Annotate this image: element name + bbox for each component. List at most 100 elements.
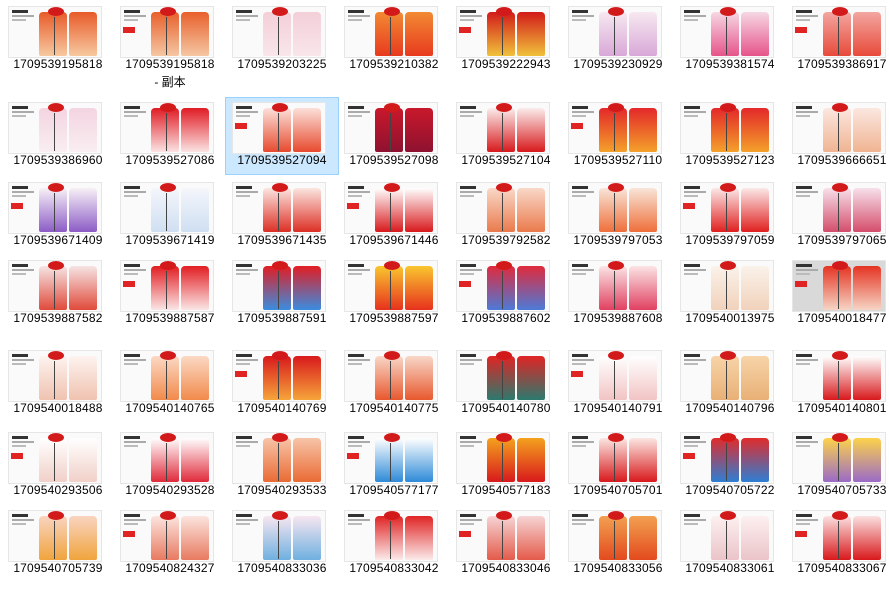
- file-name: 1709539671435: [237, 233, 327, 247]
- file-item[interactable]: 1709540577177: [338, 428, 450, 504]
- file-item[interactable]: 1709540013975: [674, 256, 786, 332]
- spec-label-mark: [572, 106, 588, 109]
- vest-panel-right: [181, 188, 209, 232]
- file-item[interactable]: 1709540140791: [562, 346, 674, 422]
- spec-label-mark: [124, 363, 138, 365]
- file-item[interactable]: 1709540705701: [562, 428, 674, 504]
- file-thumbnail: [232, 182, 326, 234]
- color-swatch: [123, 281, 135, 287]
- vest-panel-right: [405, 12, 433, 56]
- spec-label-mark: [572, 19, 586, 21]
- file-item[interactable]: 1709540833046: [450, 506, 562, 582]
- vest-panel-right: [293, 438, 321, 482]
- spec-label-mark: [12, 269, 34, 271]
- spec-label-mark: [572, 445, 586, 447]
- spec-label-mark: [12, 195, 26, 197]
- file-item[interactable]: 1709539527123: [674, 98, 786, 174]
- file-item[interactable]: 1709540140780: [450, 346, 562, 422]
- file-item[interactable]: 1709539887608: [562, 256, 674, 332]
- file-thumbnail: [344, 260, 438, 312]
- vest-collar: [608, 351, 624, 360]
- vest-panel-right: [741, 356, 769, 400]
- file-item[interactable]: 1709539792582: [450, 178, 562, 254]
- spec-label-mark: [12, 186, 28, 189]
- vest-collar: [608, 183, 624, 192]
- file-item[interactable]: 1709539671419: [114, 178, 226, 254]
- spec-label-mark: [124, 519, 146, 521]
- file-item[interactable]: 1709539887591: [226, 256, 338, 332]
- file-item[interactable]: 1709539203225: [226, 2, 338, 78]
- file-item[interactable]: 1709539797065: [786, 178, 889, 254]
- spec-label-mark: [796, 106, 812, 109]
- file-item[interactable]: 1709540293506: [2, 428, 114, 504]
- file-item[interactable]: 1709540140801: [786, 346, 889, 422]
- file-item[interactable]: 1709540140765: [114, 346, 226, 422]
- vest-panel-right: [293, 516, 321, 560]
- file-item[interactable]: 1709540833067: [786, 506, 889, 582]
- vest-collar: [832, 183, 848, 192]
- file-thumbnail: [232, 432, 326, 484]
- file-item[interactable]: 1709539671435: [226, 178, 338, 254]
- file-item[interactable]: 1709540705733: [786, 428, 889, 504]
- file-item[interactable]: 1709540140796: [674, 346, 786, 422]
- file-thumbnail: [792, 182, 886, 234]
- vest-panel-right: [293, 356, 321, 400]
- file-thumbnail: [456, 510, 550, 562]
- file-item[interactable]: 1709540018488: [2, 346, 114, 422]
- file-item[interactable]: 1709539527086: [114, 98, 226, 174]
- vest-collar: [160, 351, 176, 360]
- file-item[interactable]: 1709539386960: [2, 98, 114, 174]
- file-item[interactable]: 1709540833036: [226, 506, 338, 582]
- file-item[interactable]: 1709539671409: [2, 178, 114, 254]
- file-item[interactable]: 1709539195818 - 副本: [114, 2, 226, 92]
- file-item[interactable]: 1709539666651: [786, 98, 889, 174]
- spec-label-mark: [684, 436, 700, 439]
- spec-label-mark: [348, 445, 362, 447]
- file-item[interactable]: 1709540833061: [674, 506, 786, 582]
- file-item[interactable]: 1709539386917: [786, 2, 889, 78]
- file-item[interactable]: 1709540577183: [450, 428, 562, 504]
- file-item[interactable]: 1709540140769: [226, 346, 338, 422]
- file-item[interactable]: 1709539797059: [674, 178, 786, 254]
- file-item[interactable]: 1709539195818: [2, 2, 114, 78]
- file-item[interactable]: 1709539527094: [225, 97, 339, 175]
- spec-label-mark: [236, 186, 252, 189]
- file-item[interactable]: 1709540705722: [674, 428, 786, 504]
- file-thumbnail: [456, 6, 550, 58]
- file-item[interactable]: 1709539887587: [114, 256, 226, 332]
- file-item[interactable]: 1709539381574: [674, 2, 786, 78]
- file-item[interactable]: 1709539887602: [450, 256, 562, 332]
- vest-panel-left: [487, 108, 515, 152]
- color-swatch: [571, 371, 583, 377]
- file-item[interactable]: 1709540018477: [786, 256, 889, 332]
- vest-zipper: [502, 361, 503, 399]
- file-item[interactable]: 1709539210382: [338, 2, 450, 78]
- file-item[interactable]: 1709539887597: [338, 256, 450, 332]
- vest-panel-left: [375, 108, 403, 152]
- file-item[interactable]: 1709540140775: [338, 346, 450, 422]
- file-item[interactable]: 1709539527104: [450, 98, 562, 174]
- file-item[interactable]: 1709540833056: [562, 506, 674, 582]
- vest-zipper: [838, 271, 839, 309]
- vest-panel-right: [405, 356, 433, 400]
- file-item[interactable]: 1709539527110: [562, 98, 674, 174]
- file-item[interactable]: 1709540293528: [114, 428, 226, 504]
- file-item[interactable]: 1709539671446: [338, 178, 450, 254]
- vest-panel-left: [375, 188, 403, 232]
- file-item[interactable]: 1709539230929: [562, 2, 674, 78]
- file-item[interactable]: 1709539527098: [338, 98, 450, 174]
- file-item[interactable]: 1709539222943: [450, 2, 562, 78]
- file-item[interactable]: 1709539797053: [562, 178, 674, 254]
- vest-zipper: [838, 361, 839, 399]
- file-item[interactable]: 1709540293533: [226, 428, 338, 504]
- spec-label-mark: [12, 106, 28, 109]
- vest-panel-right: [69, 266, 97, 310]
- file-item[interactable]: 1709540705739: [2, 506, 114, 582]
- file-item[interactable]: 1709540824327: [114, 506, 226, 582]
- color-swatch: [459, 531, 471, 537]
- file-item[interactable]: 1709540833042: [338, 506, 450, 582]
- file-name: 1709539671409: [13, 233, 103, 247]
- spec-label-mark: [460, 106, 476, 109]
- file-item[interactable]: 1709539887582: [2, 256, 114, 332]
- file-thumbnail: [232, 350, 326, 402]
